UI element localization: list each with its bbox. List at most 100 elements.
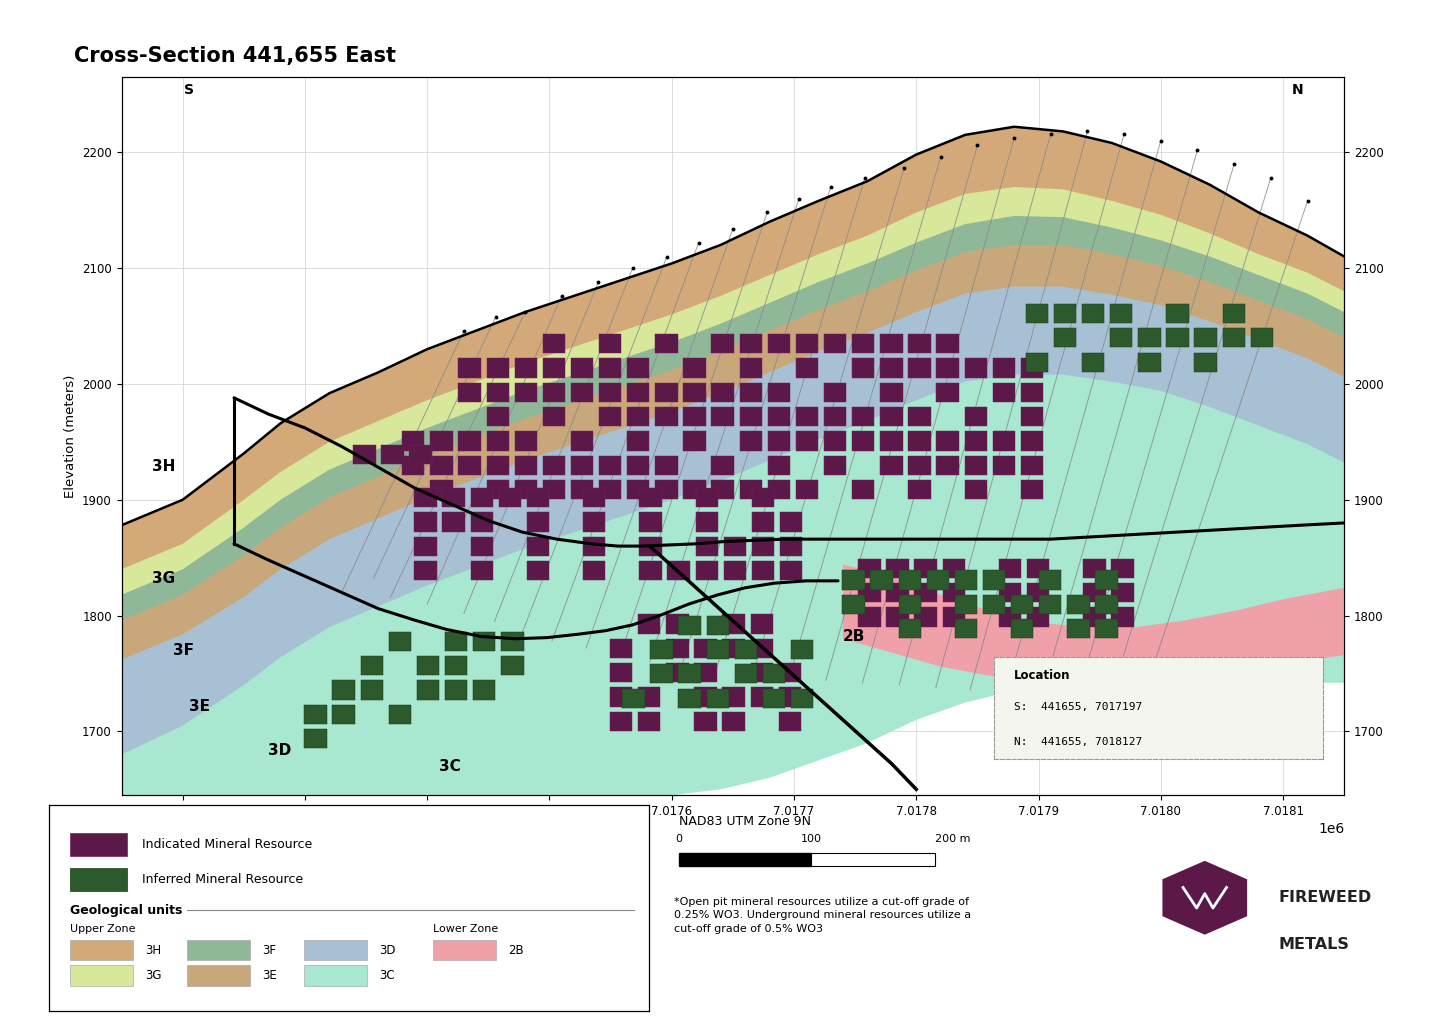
Bar: [998, 583, 1021, 602]
Bar: [499, 488, 521, 507]
Bar: [303, 965, 368, 986]
Bar: [706, 640, 729, 659]
Bar: [382, 445, 403, 465]
Bar: [706, 688, 729, 708]
Bar: [695, 687, 716, 707]
Bar: [1194, 353, 1217, 371]
Bar: [908, 431, 931, 450]
Bar: [470, 488, 493, 507]
Bar: [779, 537, 802, 556]
Bar: [898, 570, 921, 590]
Bar: [543, 358, 565, 378]
Bar: [486, 383, 509, 402]
Bar: [965, 407, 987, 426]
Text: N: N: [1291, 83, 1304, 96]
Bar: [735, 640, 756, 659]
Bar: [433, 940, 496, 960]
Bar: [965, 358, 987, 378]
Bar: [712, 383, 734, 402]
Bar: [583, 488, 605, 507]
Bar: [639, 488, 662, 507]
Bar: [695, 537, 718, 556]
Bar: [914, 583, 937, 602]
Bar: [768, 334, 789, 353]
Bar: [430, 480, 453, 500]
Bar: [583, 512, 605, 531]
Bar: [768, 480, 789, 500]
Bar: [638, 687, 661, 707]
Bar: [402, 456, 425, 475]
Bar: [571, 480, 593, 500]
Bar: [1251, 328, 1273, 348]
Bar: [768, 383, 789, 402]
Bar: [668, 561, 689, 581]
Text: 0: 0: [675, 834, 682, 844]
Bar: [470, 561, 493, 581]
Bar: [442, 488, 465, 507]
Bar: [824, 334, 847, 353]
Bar: [459, 358, 480, 378]
Bar: [695, 712, 716, 731]
Bar: [305, 705, 326, 724]
Text: Cross-Section 441,655 East: Cross-Section 441,655 East: [74, 46, 396, 66]
Bar: [486, 456, 509, 475]
Bar: [824, 431, 847, 450]
Bar: [881, 334, 902, 353]
Bar: [852, 358, 874, 378]
Bar: [1110, 304, 1133, 323]
Bar: [684, 431, 705, 450]
Bar: [955, 595, 977, 614]
Bar: [655, 480, 678, 500]
Bar: [797, 407, 818, 426]
Polygon shape: [122, 127, 1344, 569]
Bar: [724, 537, 746, 556]
Bar: [752, 561, 774, 581]
Text: 3G: 3G: [144, 970, 162, 982]
Bar: [409, 445, 432, 465]
Bar: [852, 431, 874, 450]
Bar: [1111, 559, 1134, 578]
Bar: [571, 456, 593, 475]
Bar: [695, 561, 718, 581]
Bar: [695, 512, 718, 531]
Bar: [187, 965, 250, 986]
Bar: [1054, 328, 1077, 348]
Bar: [1194, 328, 1217, 348]
Bar: [515, 358, 538, 378]
Bar: [908, 334, 931, 353]
Text: Indicated Mineral Resource: Indicated Mineral Resource: [142, 838, 312, 851]
Bar: [1011, 595, 1034, 614]
Text: S: S: [184, 83, 194, 96]
Bar: [712, 334, 734, 353]
Polygon shape: [122, 127, 1344, 795]
Bar: [908, 456, 931, 475]
Bar: [515, 456, 538, 475]
Bar: [416, 680, 439, 700]
Bar: [679, 853, 811, 866]
Bar: [797, 480, 818, 500]
Bar: [515, 431, 538, 450]
Bar: [599, 480, 621, 500]
Bar: [599, 456, 621, 475]
Polygon shape: [1163, 861, 1247, 935]
Bar: [389, 632, 410, 650]
Text: Upper Zone: Upper Zone: [70, 924, 136, 934]
Bar: [937, 383, 958, 402]
Bar: [722, 687, 745, 707]
Bar: [797, 358, 818, 378]
Text: 3E: 3E: [262, 970, 276, 982]
Bar: [992, 431, 1015, 450]
Bar: [303, 940, 368, 960]
Bar: [1040, 595, 1061, 614]
Text: *Open pit mineral resources utilize a cut-off grade of
0.25% WO3. Underground mi: *Open pit mineral resources utilize a cu…: [674, 897, 971, 934]
Bar: [735, 664, 756, 683]
Bar: [486, 407, 509, 426]
Bar: [751, 687, 774, 707]
Bar: [722, 639, 745, 658]
Bar: [486, 480, 509, 500]
Bar: [526, 537, 549, 556]
Bar: [942, 583, 965, 602]
Bar: [768, 431, 789, 450]
Text: 3H: 3H: [152, 459, 176, 474]
Bar: [779, 687, 801, 707]
